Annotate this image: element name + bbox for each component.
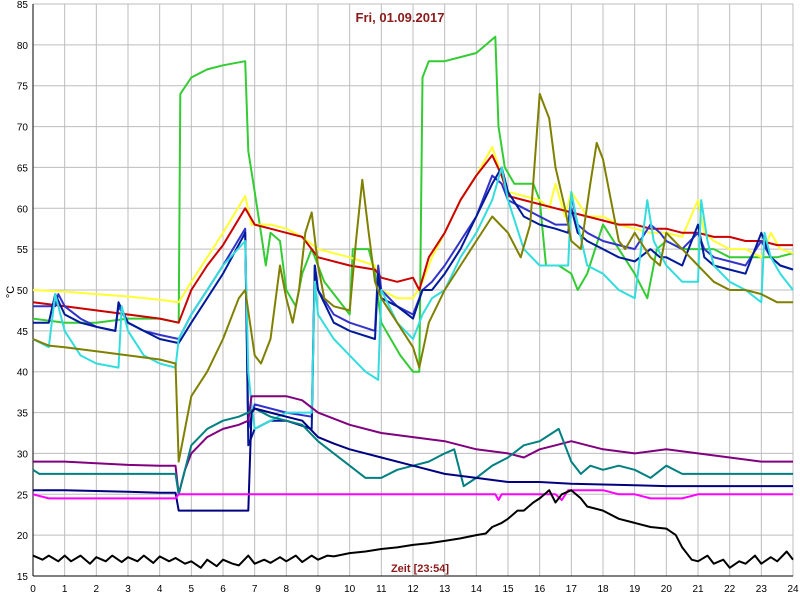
x-tick-label: 6	[220, 584, 226, 595]
x-tick-label: 19	[629, 584, 641, 595]
y-tick-label: 40	[17, 368, 29, 379]
series-line-9	[33, 407, 793, 512]
x-tick-label: 0	[30, 584, 36, 595]
y-axis-label: °C	[5, 286, 17, 298]
x-tick-label: 20	[661, 584, 673, 595]
y-tick-label: 55	[17, 245, 29, 256]
x-tick-label: 5	[189, 584, 195, 595]
x-tick-label: 4	[157, 584, 163, 595]
x-tick-label: 13	[439, 584, 451, 595]
y-tick-label: 35	[17, 409, 29, 420]
x-tick-label: 8	[284, 584, 290, 595]
series-line-1	[32, 146, 794, 304]
x-tick-label: 9	[315, 584, 321, 595]
y-tick-label: 80	[17, 41, 29, 52]
x-tick-label: 10	[344, 584, 356, 595]
series-line-8	[32, 407, 793, 496]
y-tick-label: 75	[17, 82, 29, 93]
series-line-2	[32, 154, 793, 324]
x-tick-label: 7	[252, 584, 258, 595]
grid	[32, 3, 794, 577]
y-tick-label: 20	[17, 531, 29, 542]
y-tick-label: 15	[17, 572, 29, 583]
series-line-0	[32, 35, 794, 373]
series-line-4	[33, 166, 794, 447]
x-tick-label: 16	[534, 584, 546, 595]
x-tick-label: 23	[756, 584, 768, 595]
y-tick-label: 85	[17, 0, 29, 11]
x-tick-label: 21	[692, 584, 704, 595]
x-tick-label: 17	[566, 584, 578, 595]
y-tick-label: 45	[17, 327, 29, 338]
x-tick-label: 12	[407, 584, 419, 595]
series-group	[32, 35, 794, 569]
y-tick-label: 30	[17, 449, 29, 460]
x-tick-label: 1	[62, 584, 68, 595]
y-tick-label: 65	[17, 163, 29, 174]
x-tick-label: 24	[787, 584, 799, 595]
y-tick-label: 25	[17, 490, 29, 501]
y-tick-label: 70	[17, 123, 29, 134]
x-tick-label: 2	[94, 584, 100, 595]
series-line-6	[32, 92, 793, 463]
chart-title: Fri, 01.09.2017	[356, 10, 445, 25]
series-line-5	[32, 166, 794, 430]
time-status-label: Zeit [23:54]	[391, 563, 449, 575]
x-tick-label: 15	[502, 584, 514, 595]
x-tick-label: 22	[724, 584, 736, 595]
tick-labels: 0 1 2 3 4 5 6 7 8 9 10 11 12 13 14 15 16 17 18 19 20 21 22 23 24…	[17, 0, 799, 595]
x-tick-label: 18	[597, 584, 609, 595]
x-tick-label: 11	[376, 584, 387, 595]
y-tick-label: 50	[17, 286, 29, 297]
series-line-10	[32, 489, 793, 501]
x-tick-label: 14	[471, 584, 483, 595]
x-tick-label: 3	[125, 584, 131, 595]
series-line-11	[32, 489, 794, 569]
y-tick-label: 60	[17, 204, 29, 215]
